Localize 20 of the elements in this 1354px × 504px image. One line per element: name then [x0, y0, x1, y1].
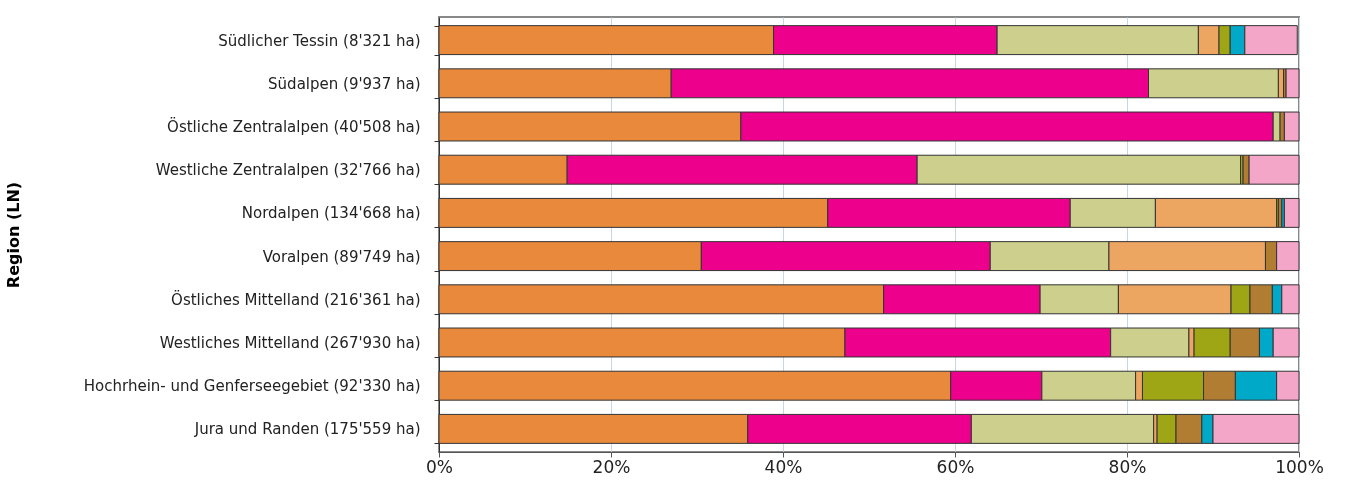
y-tick-label: Westliche Zentralalpen (32'766 ha) [155, 161, 421, 180]
x-tick-label: 20% [592, 456, 631, 477]
y-tick-label: Voralpen (89'749 ha) [262, 247, 421, 266]
y-tick-label: Nordalpen (134'668 ha) [241, 204, 421, 223]
y-tick-label: Östliche Zentralalpen (40'508 ha) [167, 117, 421, 137]
y-tick-label: Südalpen (9'937 ha) [268, 74, 421, 93]
x-tick-label: 100% [1275, 456, 1324, 477]
bar [1283, 111, 1300, 142]
x-tick-label: 60% [936, 456, 975, 477]
y-axis-title: Region (LN) [3, 181, 23, 289]
x-tick-label: 40% [764, 456, 803, 477]
y-tick-label: Hochrhein- und Genferseegebiet (92'330 ha) [83, 377, 421, 396]
x-tick-label: 80% [1108, 456, 1147, 477]
bar [1285, 68, 1300, 99]
y-tick-label: Westliches Mittelland (267'930 ha) [159, 333, 421, 352]
bar [1283, 197, 1300, 228]
y-tick-label: Jura und Randen (175'559 ha) [193, 420, 421, 439]
x-tick-label: 0% [426, 456, 453, 477]
y-tick-label: Östliches Mittelland (216'361 ha) [171, 289, 421, 309]
y-tick-label: Südlicher Tessin (8'321 ha) [218, 31, 421, 50]
